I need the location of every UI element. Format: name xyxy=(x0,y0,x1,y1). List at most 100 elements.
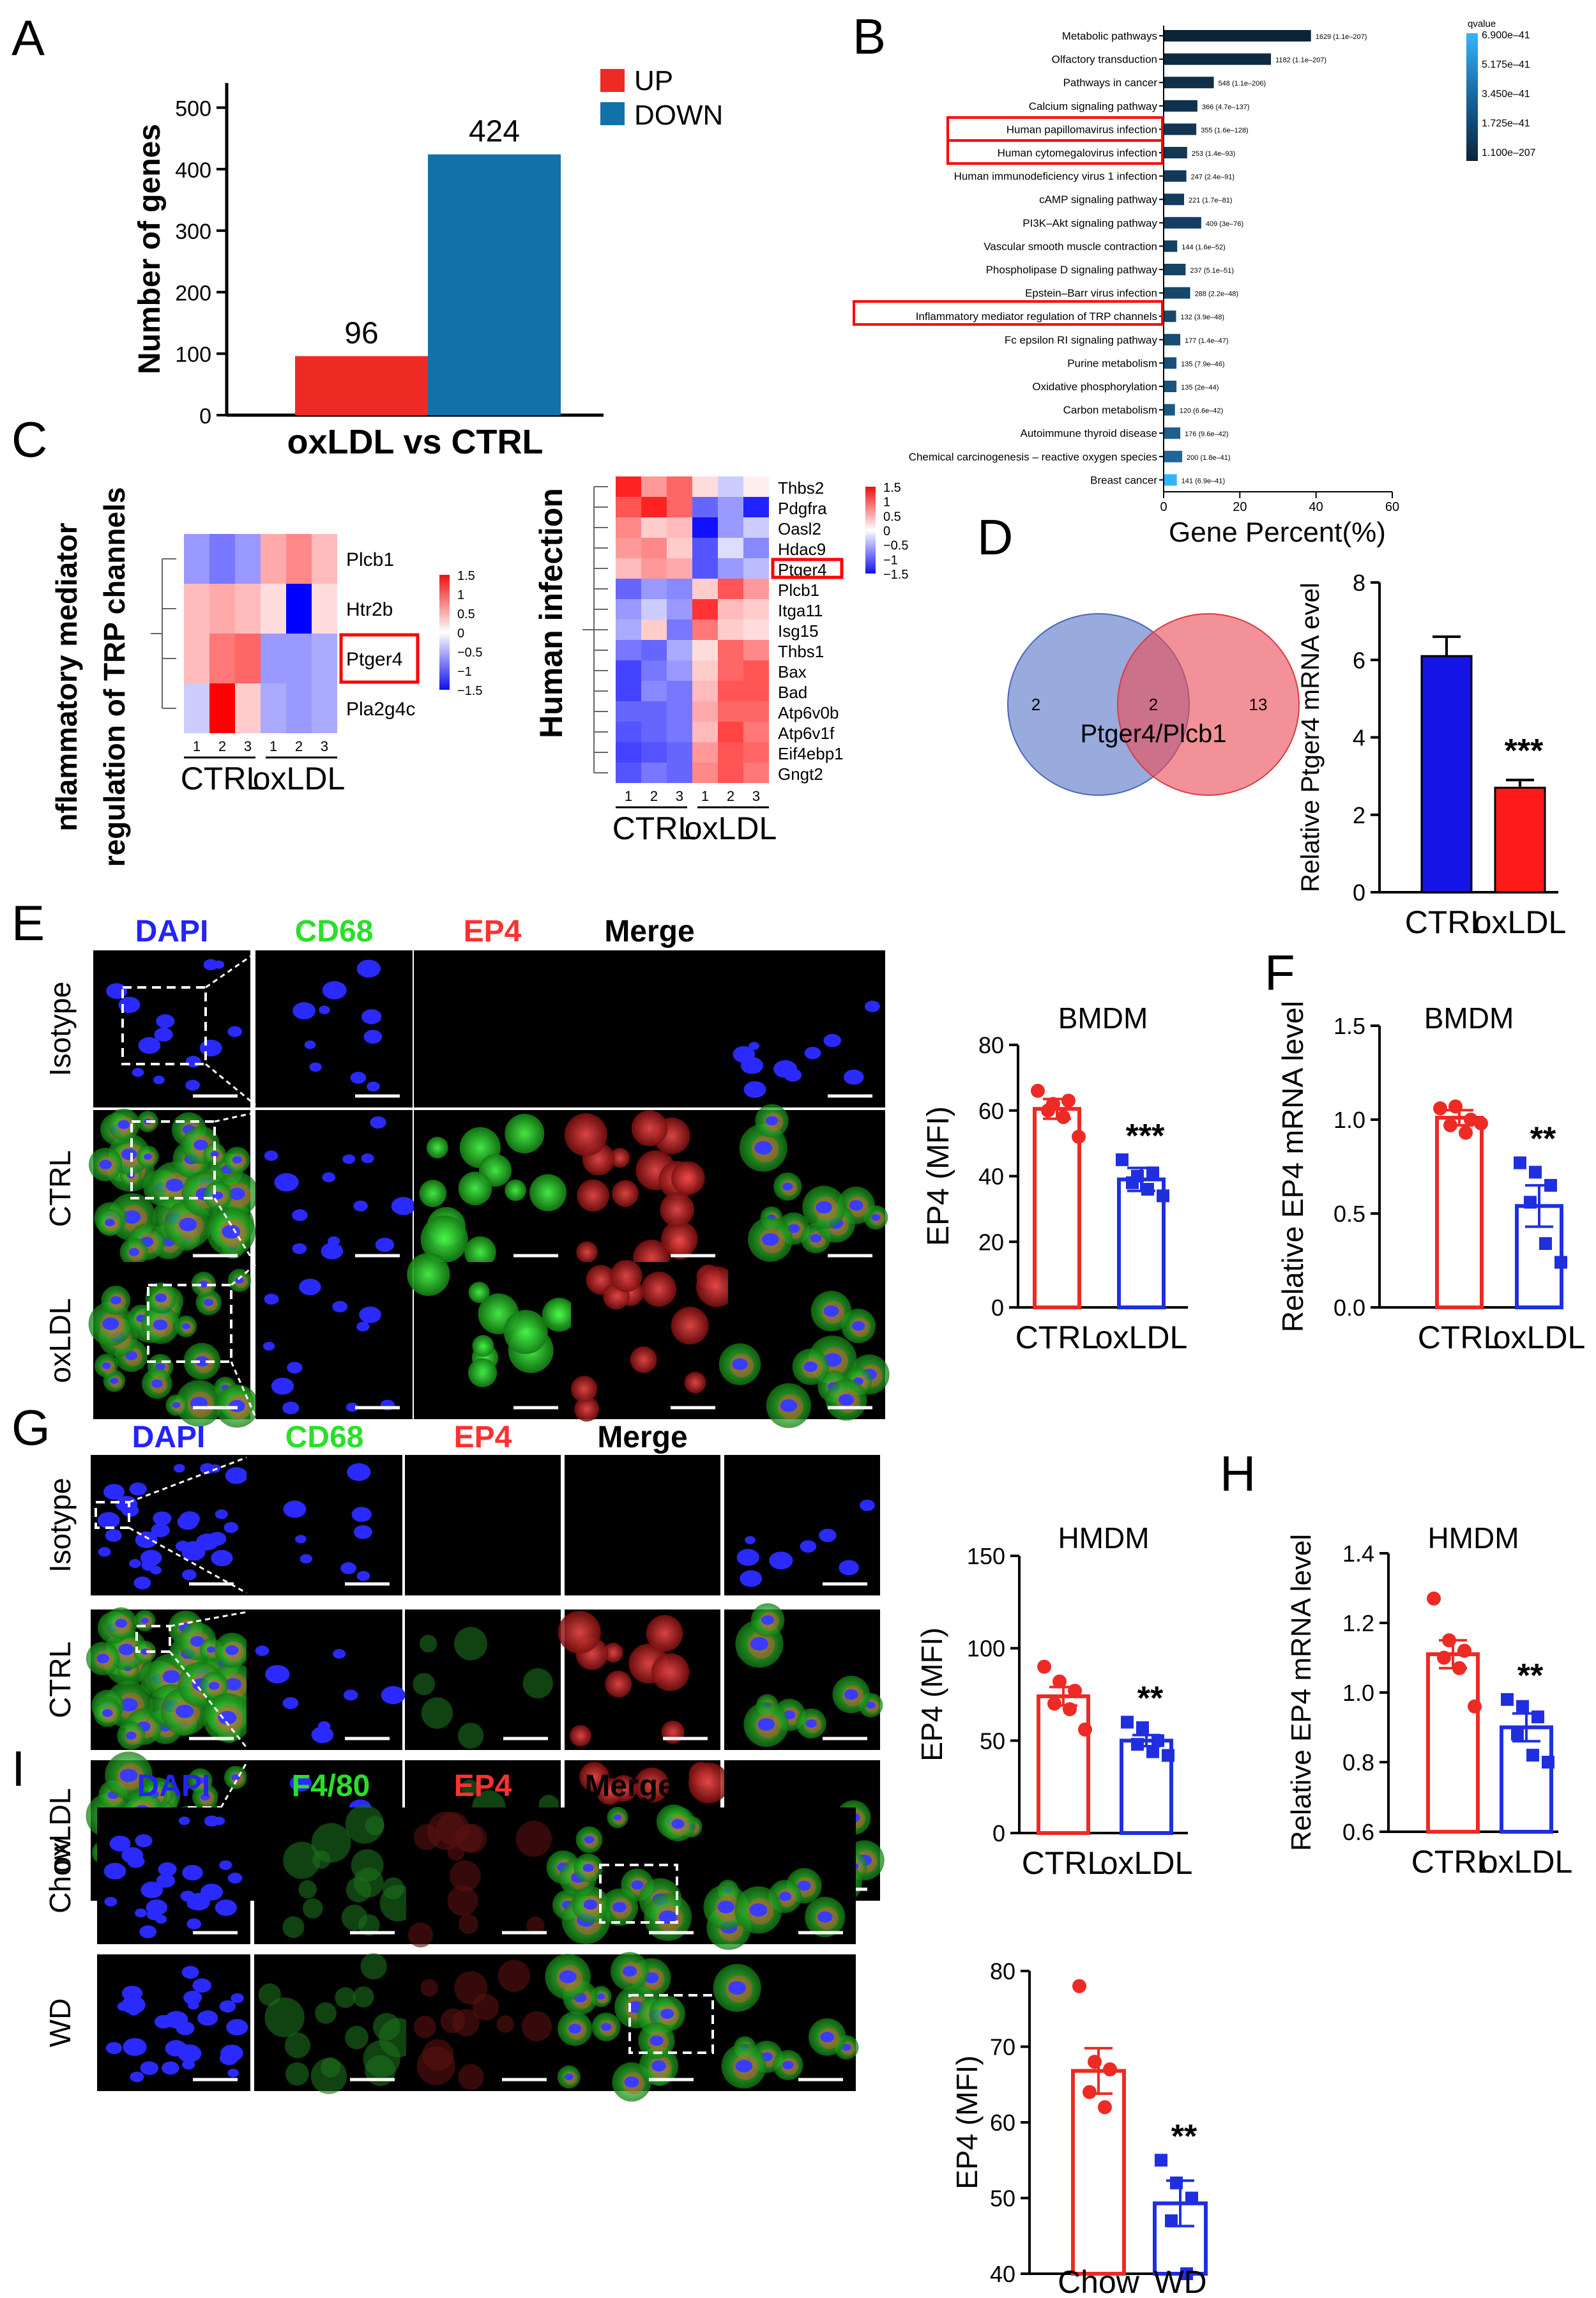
y-tick-label: 4 xyxy=(1353,725,1365,751)
data-point xyxy=(1078,1722,1092,1737)
nucleus xyxy=(200,1793,210,1801)
pathway-count-label: 132 (3.9e–48) xyxy=(1180,314,1224,321)
nucleus xyxy=(733,1046,756,1063)
heatmap-title: Human infection xyxy=(533,488,569,738)
pathway-bar xyxy=(1164,123,1197,135)
venn-count-overlap: 2 xyxy=(1149,695,1158,714)
nucleus xyxy=(182,1864,203,1881)
nucleus xyxy=(105,1529,122,1542)
column-label: 2 xyxy=(218,738,226,754)
data-point xyxy=(1146,1745,1159,1758)
scale-label: −1 xyxy=(883,553,898,567)
pathway-count-label: 141 (6.9e–41) xyxy=(1182,477,1226,485)
pathway-count-label: 366 (4.7e–137) xyxy=(1202,103,1250,111)
micrograph-isotype-3 xyxy=(565,1455,720,1595)
y-tick-label: 40 xyxy=(978,1164,1004,1190)
heatmap-cell xyxy=(743,517,769,538)
nucleus xyxy=(165,1178,184,1192)
heatmap-cell xyxy=(743,558,769,579)
nucleus xyxy=(859,1500,875,1511)
heatmap-cell xyxy=(692,599,718,620)
row-label-oxldl: oxLDL xyxy=(43,1788,77,1873)
pathway-bar xyxy=(1164,450,1183,462)
legend-swatch-up xyxy=(600,69,625,92)
data-point xyxy=(1544,1178,1557,1192)
panel-letter-F: F xyxy=(1265,945,1295,1001)
cell xyxy=(335,1987,356,2008)
scale-label: 0.5 xyxy=(883,510,901,524)
data-point xyxy=(1151,1734,1164,1747)
nucleus xyxy=(582,1864,594,1872)
heatmap-cell xyxy=(743,660,769,681)
nucleus xyxy=(185,1541,202,1554)
y-tick-label: 1.0 xyxy=(1334,1107,1365,1133)
nucleus xyxy=(110,1378,119,1384)
zoom-guide xyxy=(169,1611,247,1627)
heatmap-cell xyxy=(718,640,743,660)
nucleus xyxy=(176,1704,194,1719)
heatmap-cell xyxy=(718,681,743,701)
cell xyxy=(458,2064,484,2090)
micrograph-chow-2 xyxy=(406,1807,559,1948)
cell xyxy=(426,1136,448,1159)
column-label: 3 xyxy=(676,788,683,804)
nucleus xyxy=(779,1891,791,1901)
nucleus xyxy=(769,1551,793,1570)
micrograph-ctrl-0 xyxy=(88,1108,259,1267)
cell xyxy=(576,1241,598,1263)
nucleus xyxy=(565,2073,574,2080)
heatmap-cell xyxy=(692,558,718,579)
nucleus xyxy=(361,1153,374,1164)
nucleus xyxy=(206,1646,216,1653)
data-point xyxy=(1170,2176,1183,2189)
heatmap-cell xyxy=(743,476,769,497)
scale-label: 0 xyxy=(457,627,464,641)
chart-title: BMDM xyxy=(1424,1001,1514,1035)
data-point xyxy=(1037,1659,1051,1674)
cell xyxy=(420,1979,439,1997)
cell xyxy=(661,1720,685,1744)
cell xyxy=(515,1820,552,1857)
nucleus xyxy=(765,1116,779,1126)
column-label: 1 xyxy=(701,788,709,804)
nucleus xyxy=(102,1709,113,1717)
data-point xyxy=(1542,1756,1554,1769)
pathway-label: Fc epsilon RI signaling pathway xyxy=(1005,334,1158,346)
nucleus xyxy=(179,1217,197,1231)
row-label-thbs1: Thbs1 xyxy=(778,642,824,661)
nucleus xyxy=(235,1277,244,1284)
heatmap-cell xyxy=(616,681,641,701)
nucleus xyxy=(318,1721,331,1731)
zoom-guide xyxy=(205,952,256,989)
nucleus xyxy=(271,1378,294,1395)
heatmap-cell xyxy=(641,476,667,497)
channel-label-merge: Merge xyxy=(584,1769,674,1803)
x-tick-label-oxldl: oxLDL xyxy=(1493,1320,1586,1355)
nucleus xyxy=(96,1654,110,1664)
heatmap-cell xyxy=(667,620,692,640)
nucleus xyxy=(749,1903,768,1917)
heatmap-cell xyxy=(718,763,743,783)
nucleus xyxy=(154,1027,173,1042)
nucleus xyxy=(584,1836,595,1844)
data-point xyxy=(1442,1633,1456,1648)
data-point xyxy=(1126,1176,1139,1189)
nucleus xyxy=(218,1710,237,1725)
micrograph-isotype-1 xyxy=(255,950,413,1107)
chart-title: HMDM xyxy=(1427,1521,1519,1555)
nucleus xyxy=(186,1918,202,1929)
heatmap-cell xyxy=(718,620,743,640)
micrograph-wd-1 xyxy=(254,1952,418,2094)
nucleus xyxy=(264,1150,278,1161)
zoom-guide xyxy=(128,1526,247,1594)
heatmap-cell xyxy=(616,497,641,517)
micrograph-oxldl-3 xyxy=(571,1259,737,1422)
cell xyxy=(302,1898,323,1919)
nucleus xyxy=(842,2044,851,2051)
heatmap-cell xyxy=(743,742,769,763)
heatmap-cell xyxy=(616,579,641,599)
nucleus xyxy=(342,1154,356,1164)
micrograph-chow-4 xyxy=(703,1807,856,1950)
cell xyxy=(688,1762,729,1804)
